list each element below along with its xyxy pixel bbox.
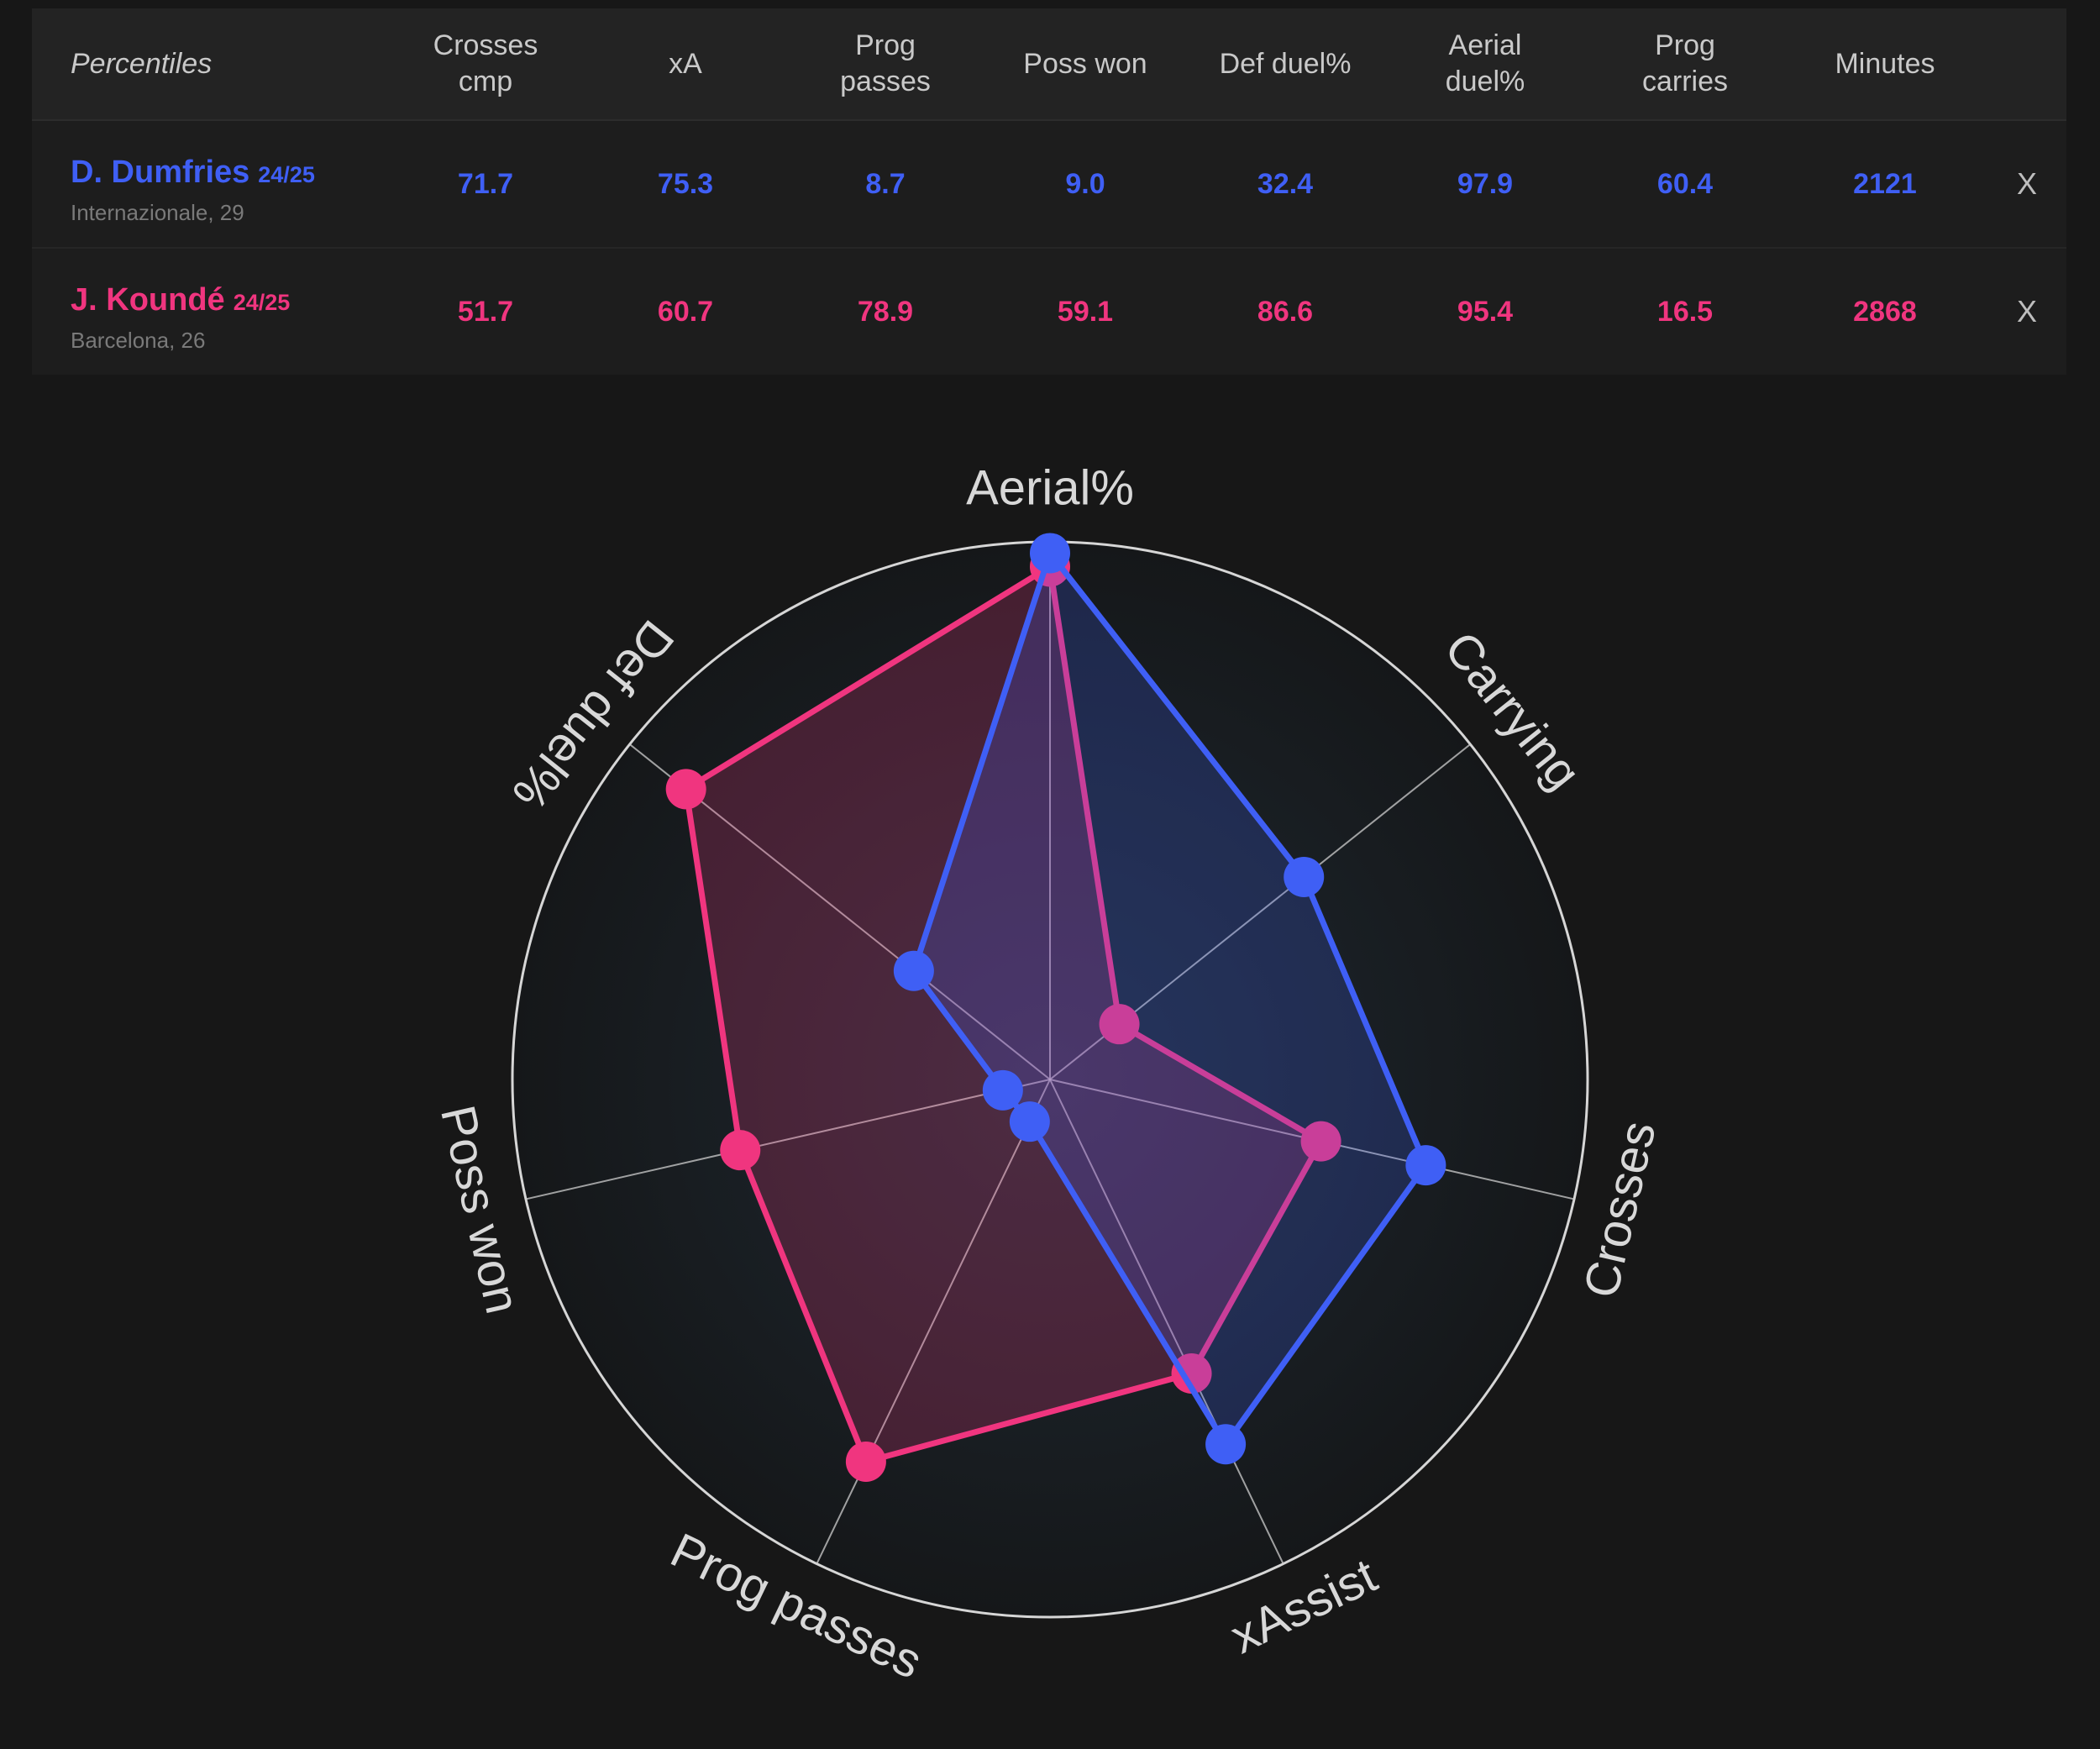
player-name-text: J. Koundé <box>71 282 225 318</box>
value-xa: 75.3 <box>657 167 714 200</box>
value-prog-carries: 60.4 <box>1656 167 1714 200</box>
data-point-crosses[interactable] <box>1405 1145 1446 1186</box>
value-prog-carries: 16.5 <box>1656 295 1714 328</box>
data-point-xassist[interactable] <box>1171 1353 1212 1394</box>
column-header-xa: xA <box>669 47 702 80</box>
value-prog-passes: 8.7 <box>865 167 906 200</box>
column-header-prog-carries: Prog carries <box>1641 29 1729 97</box>
player-name[interactable]: D. Dumfries 24/25 <box>71 155 315 191</box>
player-name[interactable]: J. Koundé 24/25 <box>71 282 290 318</box>
data-point-aerial[interactable] <box>1030 533 1070 574</box>
value-minutes: 2121 <box>1853 167 1917 200</box>
series-polygon <box>683 563 1325 1465</box>
remove-player-button[interactable]: X <box>2016 166 2037 201</box>
column-header-prog-passes: Prog passes <box>840 29 931 97</box>
player-season: 24/25 <box>233 290 291 315</box>
value-def-duel: 32.4 <box>1257 167 1314 200</box>
player-club: Barcelona, 26 <box>71 328 206 353</box>
value-aerial-duel: 97.9 <box>1457 167 1514 200</box>
spoke-xassist <box>1049 1079 1284 1565</box>
value-def-duel: 86.6 <box>1257 295 1314 328</box>
axis-label-aerial: Aerial% <box>966 460 1134 515</box>
remove-player-button[interactable]: X <box>2016 294 2037 328</box>
spoke-poss-won <box>525 1079 1051 1200</box>
value-xa: 60.7 <box>657 295 714 328</box>
player-name-text: D. Dumfries <box>71 155 250 190</box>
value-aerial-duel: 95.4 <box>1457 295 1514 328</box>
column-header-poss-won: Poss won <box>1023 47 1147 80</box>
table-header: Percentiles Crosses cmp xA Prog passes P… <box>32 8 2066 121</box>
axis-label-crosses: Crosses <box>1573 1116 1667 1303</box>
column-header-crosses: Crosses cmp <box>433 29 538 97</box>
data-point-poss-won[interactable] <box>720 1130 761 1171</box>
spoke-prog-passes <box>816 1079 1051 1565</box>
value-poss-won: 9.0 <box>1065 167 1105 200</box>
data-point-def-duel[interactable] <box>893 950 934 991</box>
value-crosses: 51.7 <box>457 295 514 328</box>
series-d-dumfries <box>893 533 1446 1465</box>
column-header-aerial-duel: Aerial duel% <box>1445 29 1525 97</box>
data-point-prog-passes[interactable] <box>1009 1101 1050 1142</box>
column-header-def-duel: Def duel% <box>1219 47 1352 80</box>
value-crosses: 71.7 <box>457 167 514 200</box>
data-point-poss-won[interactable] <box>982 1069 1023 1111</box>
column-header-minutes: Minutes <box>1835 47 1935 80</box>
data-point-prog-passes[interactable] <box>845 1441 886 1482</box>
data-point-carrying[interactable] <box>1284 856 1325 897</box>
column-header-percentiles: Percentiles <box>71 47 213 80</box>
value-prog-passes: 78.9 <box>857 295 914 328</box>
data-point-xassist[interactable] <box>1205 1424 1247 1465</box>
table-row: D. Dumfries 24/25 Internazionale, 29 71.7… <box>32 121 2066 249</box>
data-point-carrying[interactable] <box>1099 1004 1140 1045</box>
value-poss-won: 59.1 <box>1057 295 1114 328</box>
player-season: 24/25 <box>258 162 315 187</box>
player-club: Internazionale, 29 <box>71 200 244 225</box>
data-point-def-duel[interactable] <box>665 769 706 810</box>
series-polygon <box>911 549 1429 1447</box>
series-j-kound <box>665 546 1341 1482</box>
value-minutes: 2868 <box>1853 295 1917 328</box>
comparison-table: Percentiles Crosses cmp xA Prog passes P… <box>32 8 2066 375</box>
table-row: J. Koundé 24/25 Barcelona, 26 51.7 60.7 7… <box>32 249 2066 375</box>
data-point-crosses[interactable] <box>1300 1121 1341 1162</box>
